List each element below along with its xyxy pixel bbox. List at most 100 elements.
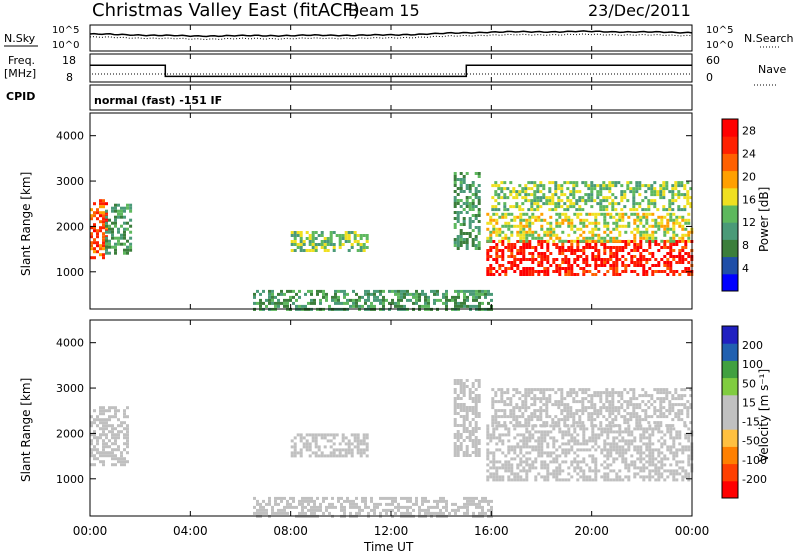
data-cell [594, 472, 598, 476]
data-cell [648, 475, 652, 479]
cpid-label: CPID [6, 90, 35, 103]
data-cell [93, 457, 96, 461]
data-cell [618, 478, 622, 482]
data-cell [594, 239, 598, 243]
data-cell [678, 433, 682, 437]
data-cell [313, 298, 316, 302]
data-cell [293, 448, 297, 452]
data-cell [358, 511, 361, 515]
data-cell [507, 212, 511, 216]
data-cell [591, 236, 595, 240]
data-cell [492, 273, 496, 276]
data-cell [323, 436, 327, 440]
data-cell [654, 264, 658, 267]
data-cell [576, 236, 580, 240]
data-cell [316, 292, 319, 296]
data-cell [412, 508, 415, 512]
data-cell [477, 247, 481, 250]
data-cell [596, 193, 600, 197]
data-cell [430, 505, 433, 509]
data-cell [506, 187, 510, 191]
data-cell [569, 415, 573, 419]
data-cell [494, 412, 498, 416]
data-cell [554, 403, 558, 407]
data-cell [471, 439, 475, 442]
data-cell [627, 442, 631, 446]
data-cell [307, 301, 310, 305]
data-cell [466, 511, 469, 515]
data-cell [474, 238, 478, 241]
data-cell [684, 469, 688, 473]
data-cell [528, 243, 532, 246]
data-cell [563, 202, 567, 206]
data-cell [465, 232, 469, 235]
y-tick-label: 3000 [56, 175, 84, 188]
data-cell [359, 243, 363, 246]
data-cell [495, 478, 499, 482]
data-cell [465, 244, 469, 247]
data-cell [605, 196, 609, 200]
data-cell [540, 270, 544, 273]
data-cell [546, 267, 550, 270]
colorbar-swatch [722, 463, 738, 482]
data-cell [465, 415, 469, 418]
data-cell [522, 460, 526, 464]
data-cell [304, 511, 307, 515]
data-cell [576, 442, 580, 446]
data-cell [533, 412, 537, 416]
data-cell [576, 258, 580, 261]
data-cell [253, 295, 256, 299]
data-cell [364, 292, 367, 296]
data-cell [614, 208, 618, 212]
data-cell [683, 184, 687, 188]
data-cell [621, 451, 625, 455]
data-cell [531, 233, 535, 237]
data-cell [516, 252, 520, 255]
data-cell [510, 224, 514, 228]
data-cell [528, 215, 532, 219]
data-cell [495, 243, 499, 246]
data-cell [669, 236, 673, 240]
data-cell [481, 511, 484, 515]
data-cell [594, 246, 598, 249]
data-cell [555, 460, 559, 464]
data-cell [635, 187, 639, 191]
data-cell [93, 223, 96, 227]
data-cell [594, 463, 598, 467]
data-cell [633, 436, 637, 440]
data-cell [525, 460, 529, 464]
colorbar-frame [721, 118, 739, 292]
data-cell [657, 469, 661, 473]
data-cell [477, 196, 481, 199]
data-cell [687, 273, 691, 276]
data-cell [633, 221, 637, 225]
data-cell [588, 475, 592, 479]
data-cell [361, 295, 364, 299]
data-cell [99, 244, 102, 248]
data-cell [337, 295, 340, 299]
data-cell [114, 224, 117, 228]
data-cell [639, 436, 643, 440]
data-cell [102, 253, 105, 257]
data-cell [459, 211, 463, 214]
data-cell [491, 397, 495, 401]
data-cell [648, 439, 652, 443]
data-cell [507, 246, 511, 249]
data-cell [648, 460, 652, 464]
data-cell [347, 445, 351, 449]
data-cell [358, 505, 361, 509]
data-cell [462, 409, 466, 412]
data-cell [299, 237, 303, 240]
data-cell [462, 382, 466, 385]
data-cell [540, 439, 544, 443]
data-cell [516, 472, 520, 476]
data-cell [486, 255, 490, 258]
data-cell [102, 427, 105, 431]
data-cell [615, 451, 619, 455]
data-cell [111, 233, 114, 237]
data-cell [462, 238, 466, 241]
data-cell [495, 258, 499, 261]
data-cell [513, 457, 517, 461]
data-cell [540, 243, 544, 246]
data-cell [645, 261, 649, 264]
